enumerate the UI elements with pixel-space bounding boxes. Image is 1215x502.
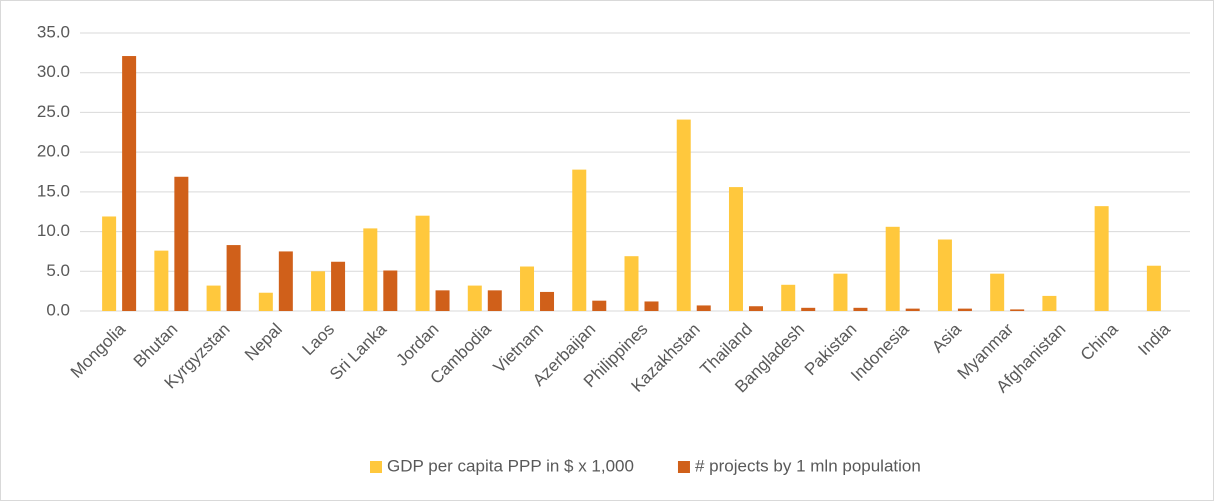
y-tick-label: 35.0 bbox=[37, 22, 70, 41]
bar bbox=[1010, 309, 1025, 311]
bar bbox=[572, 169, 587, 311]
bar bbox=[258, 292, 273, 311]
legend-swatch bbox=[370, 461, 382, 473]
bar bbox=[363, 228, 378, 311]
bar bbox=[467, 285, 482, 311]
bar bbox=[905, 308, 920, 311]
bar bbox=[278, 251, 293, 311]
bar bbox=[102, 216, 117, 311]
bar bbox=[311, 271, 326, 311]
bar bbox=[415, 215, 430, 311]
bar bbox=[520, 266, 535, 311]
legend-swatch bbox=[677, 461, 690, 473]
y-tick-label: 10.0 bbox=[37, 221, 70, 240]
bar bbox=[696, 305, 711, 311]
bar bbox=[957, 308, 972, 311]
bar bbox=[1146, 265, 1161, 311]
bar bbox=[644, 301, 659, 311]
y-tick-label: 20.0 bbox=[37, 142, 70, 161]
bar bbox=[1042, 295, 1057, 311]
bar bbox=[122, 56, 137, 311]
bar bbox=[540, 291, 555, 311]
y-tick-label: 5.0 bbox=[46, 261, 70, 280]
bar bbox=[801, 307, 816, 311]
y-tick-label: 15.0 bbox=[37, 181, 70, 200]
bar bbox=[206, 285, 221, 311]
bar bbox=[676, 119, 691, 311]
bar bbox=[487, 290, 502, 311]
bar bbox=[990, 273, 1005, 311]
bar bbox=[435, 290, 450, 311]
y-tick-label: 25.0 bbox=[37, 102, 70, 121]
bar bbox=[748, 306, 763, 311]
y-tick-label: 30.0 bbox=[37, 62, 70, 81]
bar bbox=[853, 307, 868, 311]
bar bbox=[383, 270, 398, 311]
y-tick-label: 0.0 bbox=[46, 300, 70, 319]
bar bbox=[226, 245, 241, 311]
bar bbox=[1094, 206, 1109, 311]
bar bbox=[728, 187, 743, 311]
bar bbox=[331, 261, 346, 311]
bar bbox=[174, 176, 189, 311]
legend-label: GDP per capita PPP in $ x 1,000 bbox=[387, 456, 634, 475]
bar bbox=[781, 284, 796, 311]
bar bbox=[833, 273, 848, 311]
bar bbox=[624, 256, 639, 311]
bar bbox=[937, 239, 952, 311]
legend-label: # projects by 1 mln population bbox=[695, 456, 921, 475]
bar bbox=[885, 226, 900, 311]
bar bbox=[154, 250, 169, 311]
bar bbox=[592, 300, 607, 311]
